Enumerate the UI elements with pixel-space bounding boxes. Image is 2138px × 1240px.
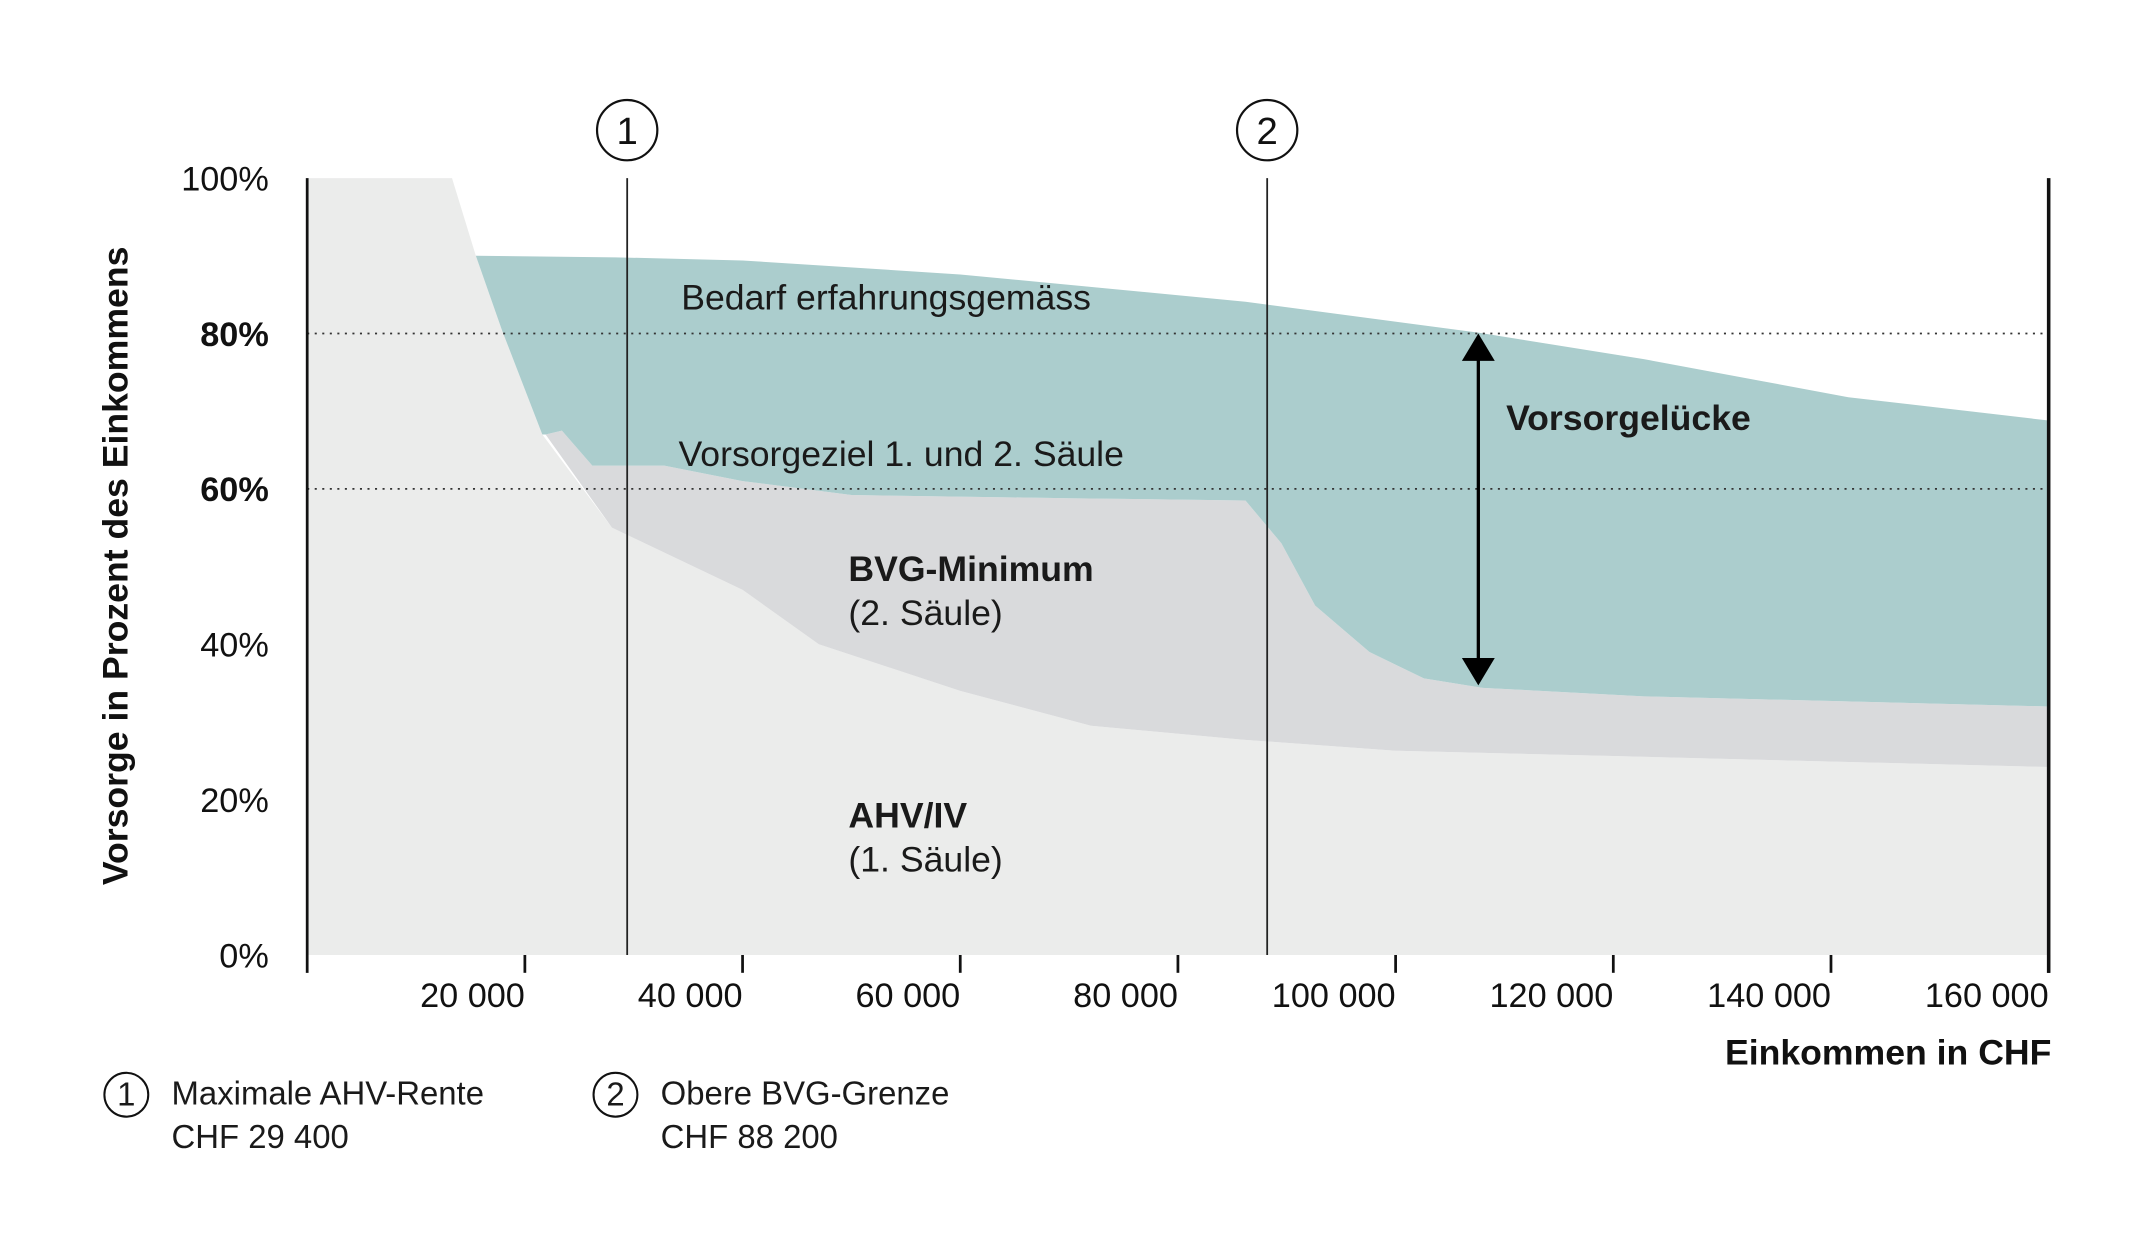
x-axis-title: Einkommen in CHF: [1725, 1033, 2051, 1073]
legend-1-label: Maximale AHV-Rente: [172, 1074, 484, 1111]
label-bedarf: Bedarf erfahrungsgemäss: [681, 278, 1091, 318]
reference-lines: [307, 332, 2045, 490]
y-ticks: 100% 80% 60% 40% 20% 0%: [181, 160, 269, 975]
marker-label-1: 1: [617, 110, 638, 153]
axes: [305, 178, 2051, 973]
y-tick-label: 0%: [219, 937, 269, 975]
area-bvg: [545, 430, 2049, 768]
legend-marker-1-icon: [103, 1071, 150, 1118]
label-bvg-sub: (2. Säule): [848, 593, 1002, 633]
x-tick-label: 140 000: [1707, 977, 1831, 1015]
x-tick-label: 120 000: [1489, 977, 1613, 1015]
legend-marker-2-icon: [592, 1071, 639, 1118]
x-ticks: 20 000 40 000 60 000 80 000 100 000 120 000 14…: [420, 955, 2051, 1015]
label-ahv-sub: (1. Säule): [848, 839, 1002, 879]
legend: 1 Maximale AHV-Rente CHF 29 400 2 Obere …: [103, 1071, 950, 1155]
y-tick-label: 20%: [200, 782, 269, 820]
y-tick-label: 80%: [200, 316, 269, 354]
label-bvg: BVG-Minimum: [848, 549, 1093, 589]
legend-marker-1-id: 1: [117, 1076, 135, 1113]
x-tick-label: 60 000: [855, 977, 960, 1015]
area-ahv: [307, 178, 2049, 956]
y-tick-label: 100%: [181, 160, 269, 198]
legend-marker-2-id: 2: [606, 1076, 624, 1113]
label-ahv: AHV/IV: [848, 796, 967, 836]
legend-2-value: CHF 88 200: [661, 1118, 838, 1155]
x-tick-label: 20 000: [420, 977, 525, 1015]
y-axis-title: Vorsorge in Prozent des Einkommens: [96, 247, 136, 885]
label-vorsorgeziel: Vorsorgeziel 1. und 2. Säule: [679, 434, 1124, 474]
areas: [307, 178, 2049, 956]
area-bedarf: [475, 255, 2049, 707]
marker-circle-1-icon: [595, 98, 659, 162]
x-tick-label: 100 000: [1272, 977, 1396, 1015]
gap-arrow: [1461, 333, 1495, 686]
y-tick-label: 40%: [200, 627, 269, 665]
legend-2-label: Obere BVG-Grenze: [661, 1074, 950, 1111]
x-tick-label: 160 000: [1925, 977, 2049, 1015]
arrow-up-icon: [1461, 333, 1495, 361]
legend-1-value: CHF 29 400: [172, 1118, 349, 1155]
arrow-down-icon: [1461, 658, 1495, 686]
marker-circle-2-icon: [1235, 98, 1299, 162]
marker-label-2: 2: [1257, 110, 1278, 153]
label-gap: Vorsorgelücke: [1506, 398, 1751, 438]
x-tick-label: 80 000: [1073, 977, 1178, 1015]
y-tick-label: 60%: [200, 471, 269, 509]
x-tick-label: 40 000: [638, 977, 743, 1015]
